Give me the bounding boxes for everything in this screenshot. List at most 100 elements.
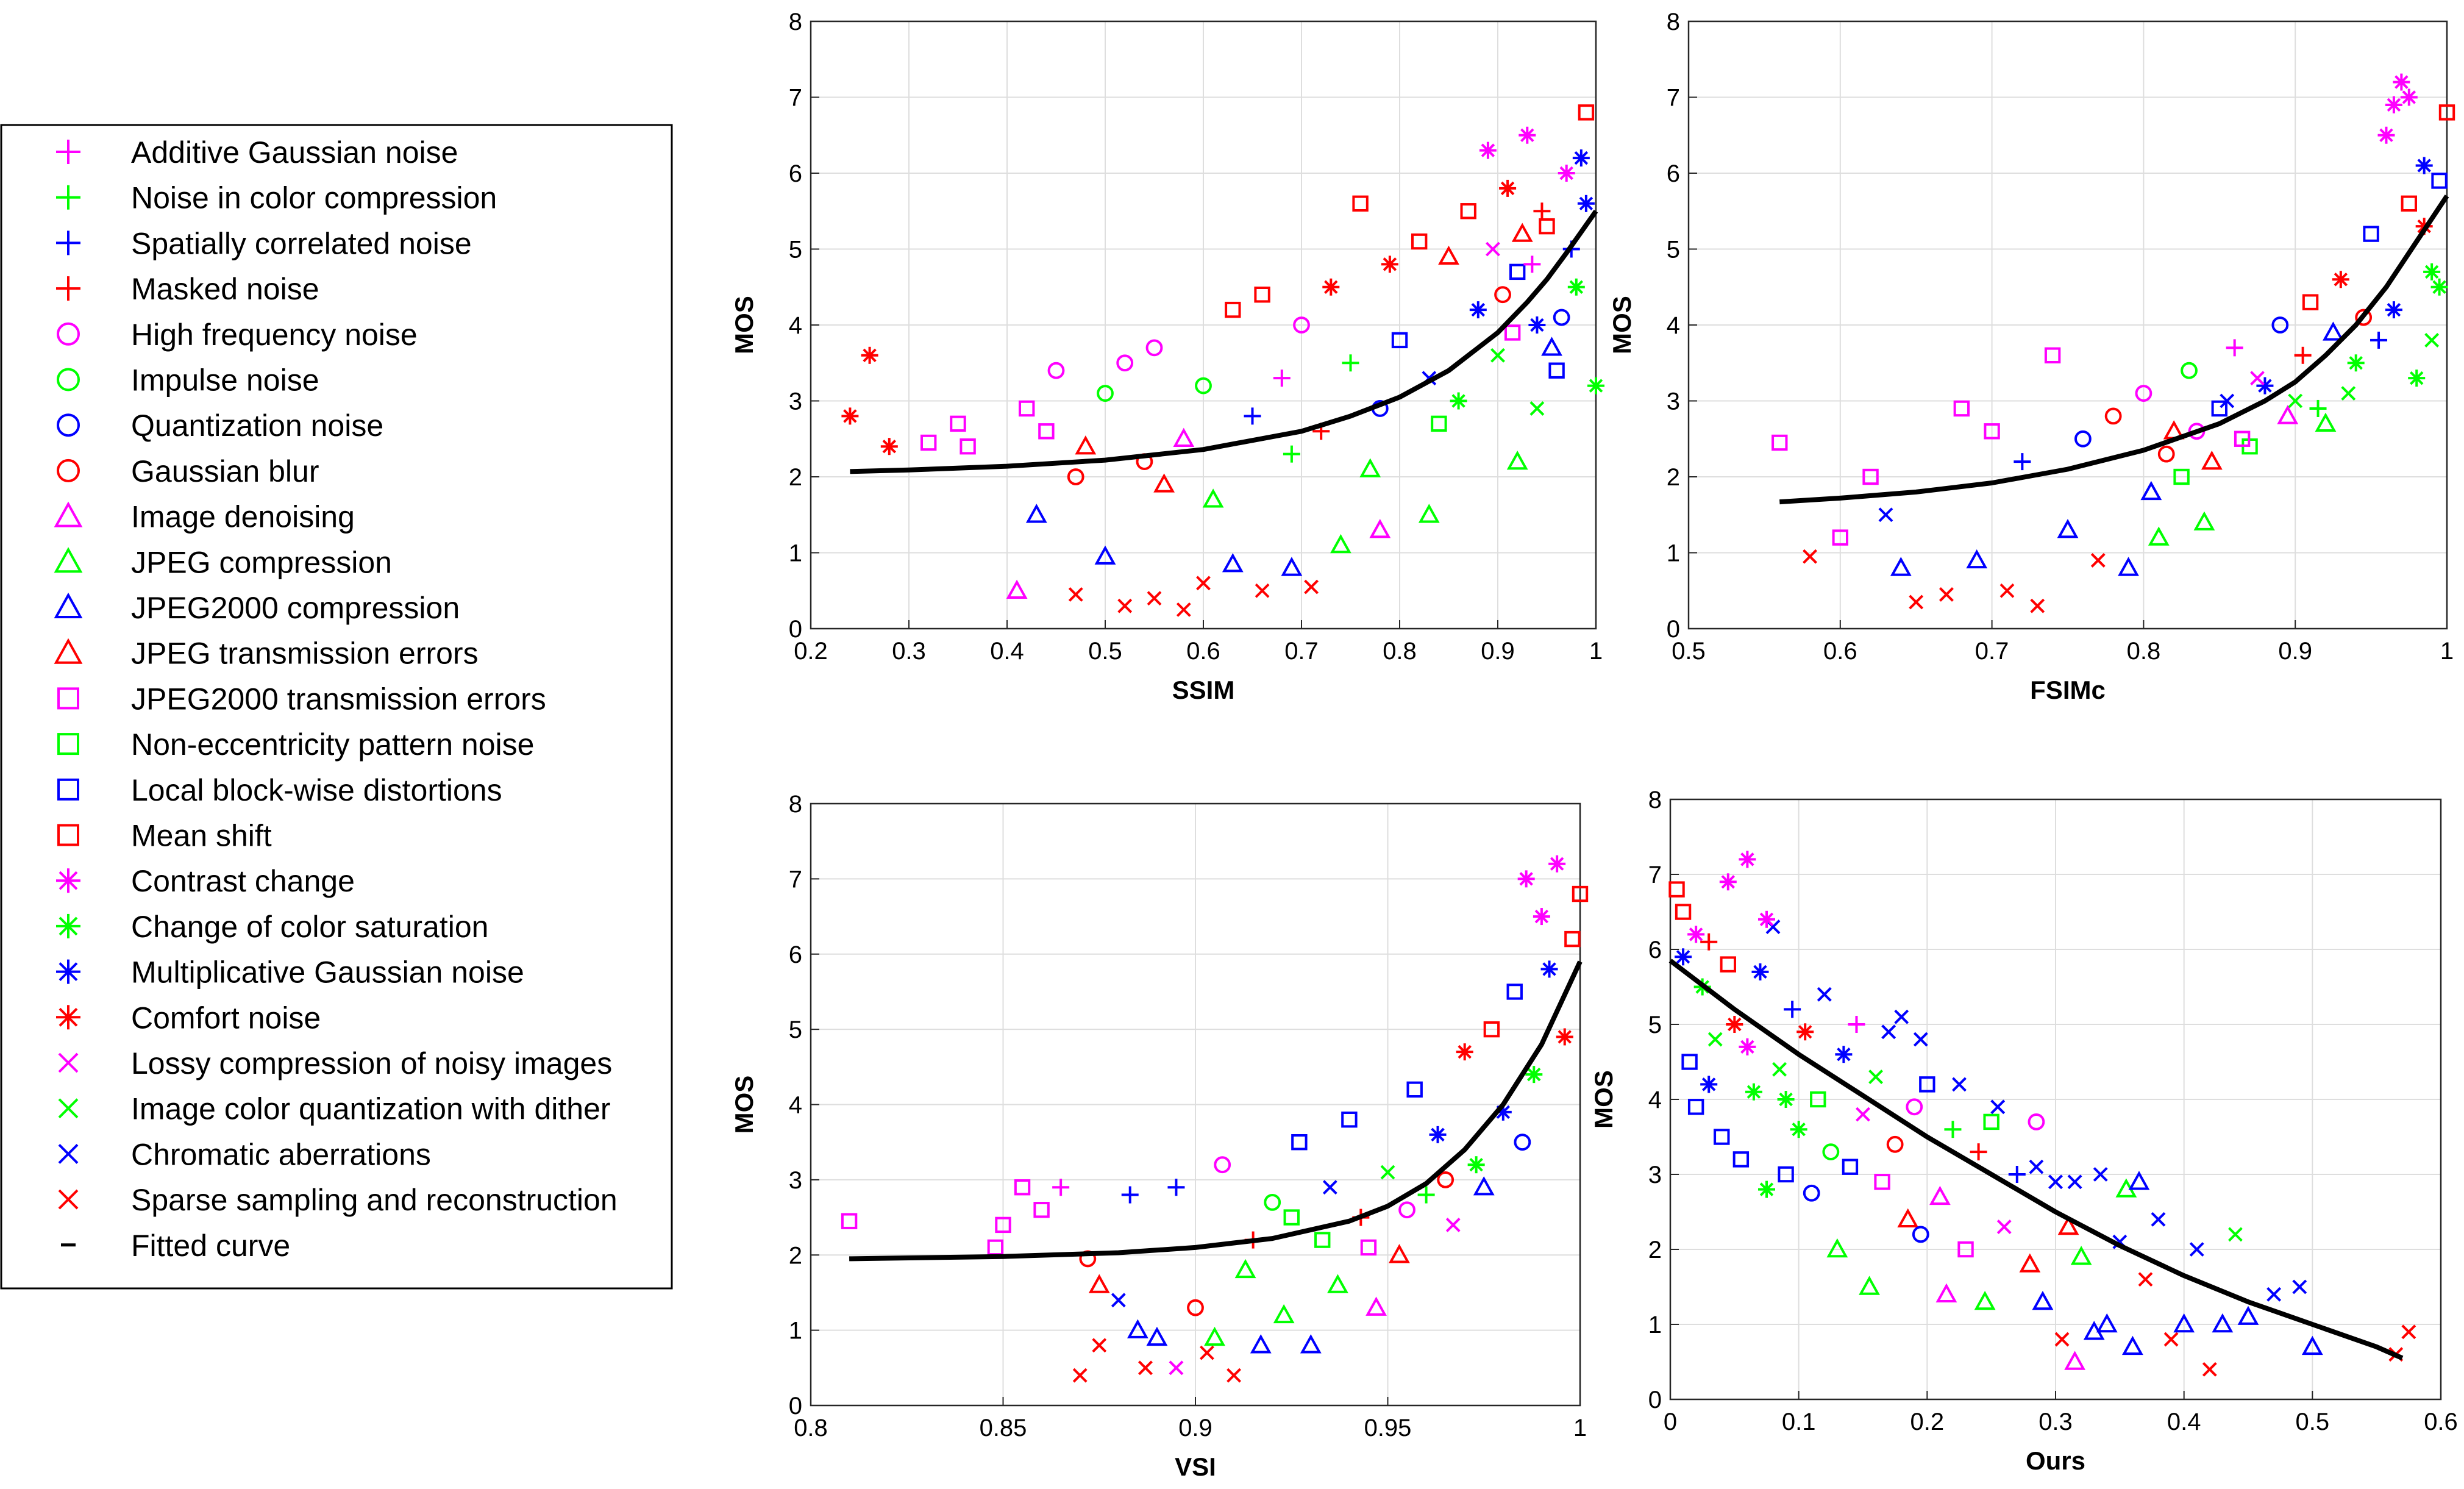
y-tick-label: 1 [1648, 1312, 1662, 1338]
data-point [1533, 202, 1551, 220]
data-point [2122, 1335, 2143, 1355]
x-tick-label: 0.4 [2167, 1409, 2201, 1435]
data-point [1675, 904, 1692, 920]
x-axis-title: FSIMc [2030, 676, 2106, 704]
data-point [2438, 104, 2455, 121]
legend-marker-triangle-icon [54, 592, 83, 618]
legend-label: JPEG2000 transmission errors [131, 682, 546, 716]
x-tick-label: 0.5 [1672, 638, 1706, 665]
data-point [1832, 529, 1849, 546]
legend-marker-triangle-icon [54, 547, 83, 573]
data-point [1935, 1283, 1957, 1302]
data-point [1195, 377, 1212, 395]
legend-item: Spatially correlated noise [56, 226, 472, 260]
data-point [1499, 179, 1517, 197]
data-point [1528, 316, 1546, 334]
y-tick-label: 4 [1648, 1087, 1662, 1113]
legend-marker-square-icon [57, 824, 79, 846]
data-point [2157, 445, 2175, 463]
y-tick-label: 3 [1667, 388, 1680, 415]
data-points [1771, 73, 2455, 613]
data-point [2211, 400, 2228, 417]
data-point [1990, 1099, 2006, 1115]
data-point [1167, 1179, 1185, 1196]
legend-label: Impulse noise [131, 363, 319, 398]
data-point [1072, 1368, 1088, 1383]
x-tick-label: 0.9 [1481, 638, 1515, 665]
y-tick-label: 4 [1667, 312, 1680, 339]
data-point [2029, 1159, 2044, 1174]
plot-frame [810, 20, 1597, 630]
data-point [1250, 1334, 1272, 1354]
y-tick-label: 0 [789, 616, 802, 643]
data-point [1835, 1046, 1853, 1063]
y-tick-label: 8 [789, 9, 802, 35]
data-point [2266, 1287, 2282, 1302]
data-point [1330, 534, 1351, 554]
legend-label: Fitted curve [131, 1229, 290, 1263]
data-point [1564, 930, 1581, 948]
data-point [1732, 1151, 1750, 1168]
legend-marker-triangle-icon [54, 501, 83, 527]
legend-marker-circle-icon [57, 322, 80, 346]
data-point [1025, 504, 1047, 523]
legend-item: Fitted curve [61, 1229, 290, 1263]
data-point [1255, 583, 1270, 598]
data-point [1234, 1259, 1256, 1279]
data-point [1772, 1062, 1787, 1077]
x-tick-label: 0.2 [794, 638, 828, 665]
data-point [1974, 1290, 1996, 1310]
data-point [1897, 1208, 1919, 1227]
data-point [2415, 157, 2433, 174]
data-point [2057, 1215, 2079, 1235]
data-point [1227, 1368, 1242, 1383]
data-point [1391, 332, 1408, 349]
data-point [2400, 88, 2418, 106]
y-tick-label: 1 [789, 540, 802, 567]
plots-area: 0.2 0.3 0.4 0.5 0.6 0.7 0.8 0.9 1 0 1 2 3 4 5 6 7 8 SSIM MO… [730, 9, 2458, 1481]
x-tick-label: 0.1 [1782, 1409, 1816, 1435]
data-point [2212, 1313, 2234, 1333]
data-point [1758, 1180, 1775, 1198]
data-point [1304, 579, 1319, 595]
legend-marker-plus-icon [56, 276, 80, 301]
y-tick-label: 4 [789, 1092, 802, 1119]
data-point [1511, 223, 1533, 242]
legend-item: JPEG compression [54, 545, 392, 579]
data-point [1523, 255, 1541, 273]
data-point [1437, 1171, 1455, 1188]
legend-label: Chromatic aberrations [131, 1137, 431, 1171]
data-point [2093, 1167, 2108, 1182]
data-point [2385, 96, 2402, 113]
data-point [1406, 1081, 1423, 1098]
data-point [1429, 1126, 1447, 1143]
data-point [1952, 1077, 1967, 1092]
data-point [1541, 337, 1562, 356]
data-point [1469, 301, 1487, 319]
legend-marker-square-icon [57, 687, 79, 710]
legend-label: JPEG transmission errors [131, 637, 479, 671]
data-point [1777, 1091, 1795, 1108]
data-point [1173, 427, 1195, 447]
data-point [2090, 553, 2106, 568]
data-point [2032, 1290, 2054, 1310]
data-point [1803, 1184, 1820, 1202]
data-point [1868, 1069, 1883, 1085]
data-point [1094, 545, 1116, 565]
data-point [1826, 1238, 1848, 1258]
data-point [1517, 870, 1535, 888]
data-point [1578, 104, 1595, 121]
x-axis-title: Ours [2026, 1446, 2085, 1475]
y-tick-label: 0 [1648, 1387, 1662, 1413]
x-tick-label: 0.4 [990, 638, 1024, 665]
data-point [1092, 1338, 1107, 1353]
legend-label: Gaussian blur [131, 454, 319, 488]
data-point [1366, 1296, 1387, 1316]
x-tick-label: 0.85 [980, 1415, 1027, 1441]
x-tick-label: 1 [2440, 638, 2454, 665]
data-point [1273, 370, 1291, 387]
data-point [1202, 488, 1224, 508]
data-point [1700, 1076, 1718, 1093]
data-point [1939, 587, 1954, 602]
